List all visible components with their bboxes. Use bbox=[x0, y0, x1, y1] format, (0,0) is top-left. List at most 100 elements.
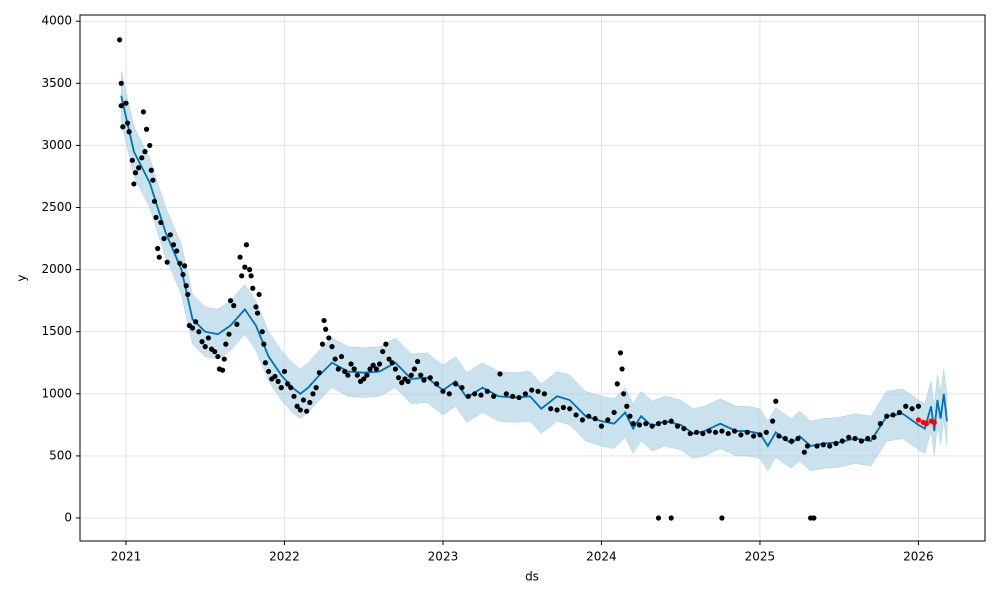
data-point bbox=[614, 381, 620, 387]
data-point bbox=[839, 438, 845, 444]
data-point bbox=[896, 409, 903, 416]
data-point bbox=[185, 291, 191, 298]
data-point bbox=[923, 421, 929, 427]
data-point bbox=[246, 267, 253, 273]
data-point bbox=[389, 360, 395, 366]
data-point bbox=[757, 432, 763, 438]
data-point bbox=[250, 285, 256, 291]
data-point bbox=[770, 418, 776, 424]
data-point bbox=[294, 403, 300, 409]
data-point bbox=[161, 235, 167, 242]
data-point bbox=[434, 381, 440, 387]
data-point bbox=[491, 393, 497, 399]
data-point bbox=[884, 413, 890, 419]
y-tick-label: 1500 bbox=[41, 324, 72, 338]
data-point bbox=[522, 391, 528, 397]
data-point bbox=[750, 433, 757, 439]
data-point bbox=[202, 344, 208, 350]
data-point bbox=[183, 283, 189, 289]
data-point bbox=[380, 348, 386, 355]
data-point bbox=[535, 388, 541, 394]
data-point bbox=[386, 356, 392, 362]
data-point bbox=[459, 385, 465, 391]
data-point bbox=[242, 264, 248, 270]
data-point bbox=[373, 366, 379, 372]
data-point bbox=[605, 417, 611, 423]
data-point bbox=[738, 432, 744, 438]
data-point bbox=[227, 298, 234, 304]
data-point bbox=[323, 326, 329, 332]
data-point bbox=[212, 348, 218, 355]
data-point bbox=[335, 366, 341, 372]
data-point bbox=[254, 310, 261, 316]
data-point bbox=[167, 232, 173, 238]
data-point bbox=[392, 366, 399, 372]
data-point bbox=[307, 399, 313, 406]
data-point bbox=[136, 165, 142, 171]
data-point bbox=[478, 392, 484, 398]
y-tick-label: 1000 bbox=[41, 386, 72, 400]
data-point bbox=[370, 362, 376, 368]
x-tick-label: 2021 bbox=[111, 550, 142, 564]
data-point bbox=[655, 515, 662, 521]
data-point bbox=[890, 412, 896, 418]
data-point bbox=[297, 407, 303, 413]
axes-frame bbox=[79, 14, 986, 542]
data-point bbox=[731, 428, 738, 434]
data-point bbox=[668, 515, 674, 521]
data-point bbox=[275, 378, 281, 384]
data-point bbox=[226, 331, 232, 337]
data-point bbox=[189, 325, 196, 331]
data-point bbox=[193, 319, 199, 325]
data-point bbox=[399, 380, 405, 386]
data-point bbox=[627, 413, 633, 419]
data-point bbox=[440, 388, 446, 394]
data-point bbox=[234, 321, 240, 327]
data-point bbox=[871, 434, 877, 440]
data-point bbox=[617, 350, 624, 356]
data-point bbox=[117, 37, 123, 43]
data-point bbox=[126, 129, 132, 135]
data-point bbox=[877, 421, 883, 427]
data-point bbox=[484, 388, 490, 394]
data-point bbox=[120, 124, 126, 130]
y-tick-label: 4000 bbox=[41, 14, 72, 28]
data-point bbox=[266, 368, 272, 375]
data-point bbox=[170, 242, 177, 248]
data-point bbox=[329, 344, 335, 350]
data-point bbox=[611, 409, 617, 416]
data-point bbox=[725, 430, 731, 437]
data-point bbox=[177, 260, 183, 267]
data-point bbox=[674, 423, 681, 429]
data-point bbox=[243, 242, 250, 248]
data-point bbox=[151, 198, 158, 204]
data-point bbox=[256, 291, 262, 298]
uncertainty-band bbox=[120, 70, 948, 472]
data-point bbox=[472, 391, 478, 397]
data-point bbox=[903, 403, 909, 409]
data-point bbox=[668, 418, 674, 424]
data-point bbox=[795, 435, 801, 442]
data-point bbox=[220, 367, 226, 373]
data-point bbox=[418, 372, 424, 378]
data-point bbox=[865, 435, 871, 442]
data-point bbox=[155, 245, 161, 252]
data-point bbox=[131, 181, 137, 187]
data-point bbox=[259, 329, 265, 335]
data-point bbox=[395, 375, 402, 381]
data-point bbox=[326, 335, 332, 341]
data-point bbox=[915, 403, 922, 409]
data-point bbox=[497, 371, 503, 377]
data-point bbox=[579, 417, 586, 423]
data-point bbox=[773, 398, 779, 404]
data-point bbox=[619, 366, 625, 372]
y-tick-label: 2000 bbox=[41, 262, 72, 276]
data-point bbox=[278, 385, 284, 391]
data-point bbox=[662, 419, 668, 425]
x-tick-label: 2024 bbox=[586, 550, 617, 564]
data-point bbox=[931, 419, 937, 425]
data-point bbox=[129, 157, 135, 163]
data-point bbox=[411, 366, 418, 372]
data-point bbox=[332, 356, 338, 362]
